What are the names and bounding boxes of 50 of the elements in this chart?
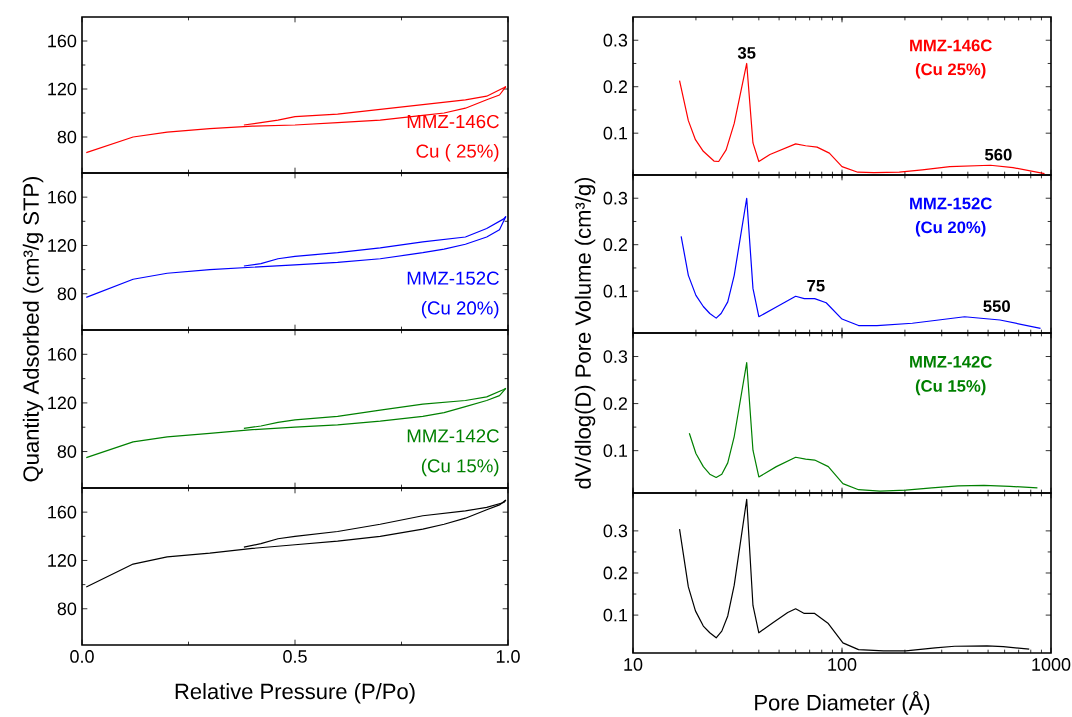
y-tick-label: 0.3 <box>603 191 628 205</box>
y-tick-label: 160 <box>48 347 77 361</box>
y-tick-label: 0.3 <box>603 33 628 47</box>
y-tick-label: 160 <box>48 34 77 48</box>
annotation: 550 <box>983 300 1010 313</box>
x-tick-label: 100 <box>828 658 857 671</box>
annotation: (Cu 15%) <box>421 458 499 477</box>
annotation: (Cu 25%) <box>915 62 986 79</box>
series-label: MMZ-146C <box>407 114 499 129</box>
y-tick-label: 0.3 <box>603 350 628 363</box>
y-tick-label: 0.2 <box>603 397 627 410</box>
annotation: 75 <box>807 279 825 292</box>
y-tick-label: 160 <box>48 505 77 519</box>
x-tick-label: 1000 <box>1032 658 1071 671</box>
x-tick-label: 10 <box>624 658 643 671</box>
y-tick-label: 80 <box>57 130 77 144</box>
y-axis-title: dV/dlog(D) Pore Volume (cm³/g) <box>574 177 596 489</box>
x-axis-title: Relative Pressure (P/Po) <box>175 683 415 704</box>
y-tick-label: 0.1 <box>603 608 628 622</box>
x-tick-label: 1.0 <box>496 650 520 663</box>
annotation: (Cu 20%) <box>421 300 499 319</box>
annotation: 560 <box>984 148 1012 161</box>
series-label: MMZ-142C <box>407 429 499 443</box>
y-axis-title: Quantity Adsorbed (cm³/g STP) <box>22 176 44 482</box>
y-tick-label: 0.1 <box>603 284 628 298</box>
y-tick-label: 0.1 <box>603 126 628 140</box>
text: MMZ-142C <box>910 355 992 368</box>
y-tick-label: 160 <box>48 190 77 204</box>
y-tick-label: 0.2 <box>603 566 627 580</box>
annotation: (Cu 20%) <box>915 220 986 237</box>
y-tick-label: 0.2 <box>603 238 627 252</box>
y-tick-label: 0.3 <box>603 524 628 538</box>
annotation: 35 <box>737 46 756 59</box>
annotation: Cu ( 25%) <box>416 144 499 162</box>
y-tick-label: 80 <box>57 287 77 301</box>
y-tick-label: 0.2 <box>603 80 627 94</box>
y-tick-label: 120 <box>48 554 77 567</box>
annotation: (Cu 15%) <box>915 379 986 396</box>
x-tick-label: 0.5 <box>283 650 307 663</box>
text: MMZ-152C <box>910 197 992 210</box>
y-tick-label: 120 <box>48 396 77 410</box>
y-tick-label: 80 <box>57 602 77 616</box>
text: MMZ-146C <box>910 39 992 52</box>
y-tick-label: 80 <box>57 445 77 458</box>
y-tick-label: 120 <box>48 239 77 252</box>
x-axis-title: Pore Diameter (Å) <box>755 691 930 715</box>
y-tick-label: 0.1 <box>603 444 628 457</box>
x-tick-label: 0.0 <box>70 650 94 663</box>
y-tick-label: 120 <box>48 82 77 96</box>
series-label: MMZ-152C <box>407 271 499 285</box>
